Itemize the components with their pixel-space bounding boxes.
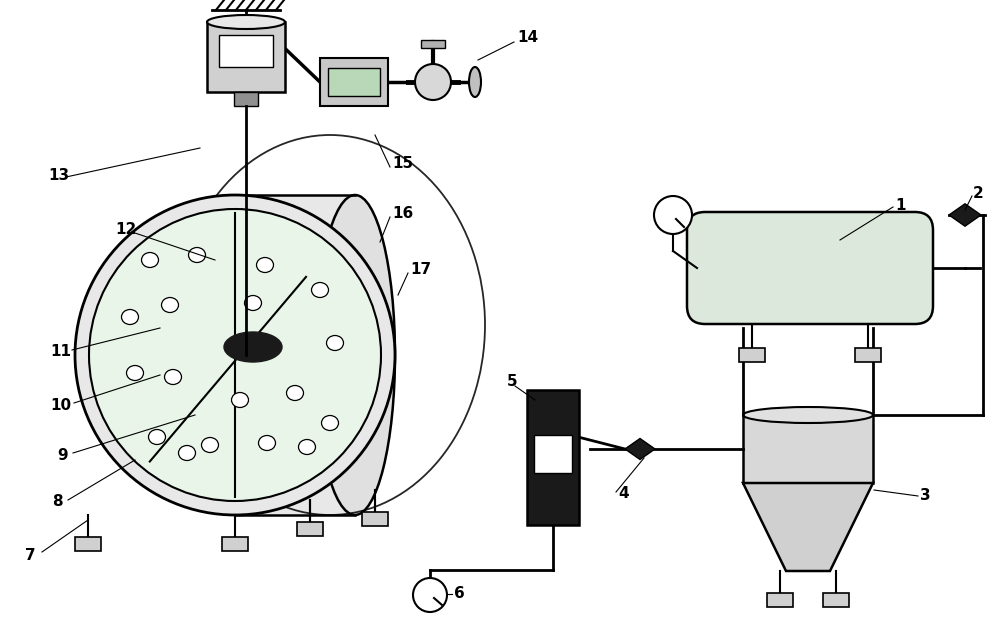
- Ellipse shape: [256, 257, 274, 272]
- Bar: [219, 35, 273, 67]
- Bar: [739, 348, 765, 362]
- Text: 6: 6: [454, 586, 465, 601]
- Polygon shape: [625, 439, 655, 460]
- Bar: [234, 92, 258, 106]
- Bar: [320, 58, 388, 106]
- Circle shape: [415, 64, 451, 100]
- FancyBboxPatch shape: [687, 212, 933, 324]
- Ellipse shape: [298, 439, 316, 455]
- Bar: [855, 348, 881, 362]
- Ellipse shape: [188, 247, 206, 262]
- Text: 15: 15: [392, 156, 413, 171]
- Text: 1: 1: [895, 197, 906, 212]
- Text: 17: 17: [410, 262, 431, 277]
- Circle shape: [75, 195, 395, 515]
- Text: 5: 5: [507, 374, 518, 389]
- Text: 7: 7: [25, 548, 36, 563]
- Polygon shape: [743, 483, 873, 571]
- Text: 12: 12: [115, 222, 136, 237]
- Ellipse shape: [232, 392, 248, 407]
- Ellipse shape: [469, 67, 481, 97]
- Ellipse shape: [287, 386, 304, 401]
- Ellipse shape: [326, 336, 344, 351]
- Circle shape: [413, 578, 447, 612]
- Bar: [362, 512, 388, 526]
- Ellipse shape: [258, 435, 276, 450]
- Text: 9: 9: [57, 447, 68, 462]
- Ellipse shape: [142, 252, 158, 267]
- Ellipse shape: [202, 437, 218, 452]
- Text: 8: 8: [52, 495, 63, 510]
- Bar: [75, 537, 101, 551]
- Ellipse shape: [224, 332, 282, 362]
- Bar: [222, 537, 248, 551]
- Ellipse shape: [148, 429, 166, 444]
- Bar: [207, 22, 285, 92]
- Ellipse shape: [126, 366, 144, 381]
- Ellipse shape: [322, 416, 338, 430]
- Bar: [421, 40, 445, 48]
- Bar: [823, 593, 849, 607]
- Text: 10: 10: [50, 397, 71, 412]
- Bar: [534, 435, 572, 473]
- Polygon shape: [235, 195, 355, 515]
- Ellipse shape: [315, 195, 395, 515]
- Text: 11: 11: [50, 345, 71, 359]
- Ellipse shape: [312, 282, 328, 298]
- Bar: [743, 415, 873, 483]
- Ellipse shape: [207, 15, 285, 29]
- Ellipse shape: [743, 407, 873, 423]
- Bar: [767, 593, 793, 607]
- Bar: [328, 68, 380, 96]
- Circle shape: [89, 209, 381, 501]
- Ellipse shape: [122, 310, 138, 325]
- Ellipse shape: [244, 295, 262, 310]
- Circle shape: [654, 196, 692, 234]
- Ellipse shape: [164, 369, 182, 384]
- Bar: [527, 390, 579, 525]
- Bar: [297, 522, 323, 536]
- Text: 13: 13: [48, 168, 69, 183]
- Text: 16: 16: [392, 206, 413, 221]
- Text: 2: 2: [973, 186, 984, 201]
- Text: 14: 14: [517, 31, 538, 45]
- Text: 3: 3: [920, 488, 931, 503]
- Ellipse shape: [162, 298, 178, 313]
- Text: 4: 4: [618, 487, 629, 502]
- Ellipse shape: [178, 445, 196, 460]
- Polygon shape: [949, 204, 981, 226]
